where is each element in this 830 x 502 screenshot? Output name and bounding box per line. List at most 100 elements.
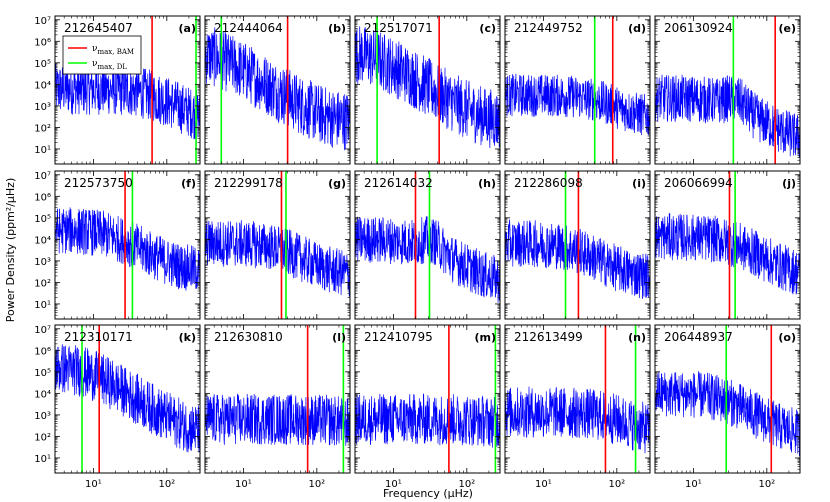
spectrum-trace — [205, 220, 350, 297]
star-id-label: 206066994 — [664, 176, 733, 190]
star-id-label: 206130924 — [664, 21, 733, 35]
y-tick-label: 10⁷ — [34, 171, 51, 182]
y-tick-label: 10³ — [34, 257, 51, 268]
y-axis-title: Power Density (ppm²/μHz) — [4, 178, 17, 323]
panel-letter-label: (l) — [332, 331, 346, 344]
panel-letter-label: (h) — [478, 177, 496, 190]
y-tick-label: 10⁶ — [34, 37, 51, 48]
spectrum-trace — [205, 27, 350, 151]
panel-d: 212449752 (d) — [504, 15, 651, 165]
y-tick-label: 10² — [34, 278, 51, 289]
star-id-label: 212573750 — [64, 176, 133, 190]
panel-frame — [504, 324, 651, 474]
panel-frame — [54, 170, 201, 320]
panel-frame — [654, 324, 801, 474]
spectrum-trace — [505, 73, 650, 136]
spectrum-trace — [55, 344, 200, 453]
panel-letter-label: (g) — [328, 177, 346, 190]
panel-frame — [354, 15, 501, 165]
y-tick-label: 10³ — [34, 411, 51, 422]
panel-m: 10¹ 10² 212410795 (m) — [354, 324, 501, 490]
star-id-label: 212613499 — [514, 330, 583, 344]
panel-letter-label: (c) — [479, 22, 496, 35]
y-tick-label: 10⁴ — [34, 80, 51, 91]
y-tick-label: 10⁵ — [34, 214, 51, 225]
x-tick-label: 10² — [458, 479, 475, 490]
y-tick-label: 10¹ — [34, 454, 51, 465]
y-tick-label: 10¹ — [34, 145, 51, 156]
panel-letter-label: (e) — [778, 22, 796, 35]
panel-letter-label: (a) — [179, 22, 196, 35]
panel-letter-label: (k) — [179, 331, 196, 344]
x-tick-label: 10² — [158, 479, 175, 490]
panels-grid: 10¹ 10² 10³ 10⁴ 10⁵ 10⁶ 10⁷ 212645407 (a) 2124440… — [34, 15, 801, 490]
x-axis-title: Frequency (μHz) — [383, 487, 473, 500]
panel-frame — [504, 15, 651, 165]
spectrum-trace — [55, 63, 200, 140]
y-tick-label: 10² — [34, 123, 51, 134]
panel-letter-label: (o) — [778, 331, 796, 344]
star-id-label: 212299178 — [214, 176, 283, 190]
star-id-label: 212614032 — [364, 176, 433, 190]
star-id-label: 212630810 — [214, 330, 283, 344]
panel-o: 10¹ 10² 206448937 (o) — [654, 324, 801, 490]
x-tick-label: 10² — [758, 479, 775, 490]
spectrum-trace — [205, 393, 350, 446]
y-tick-label: 10⁴ — [34, 389, 51, 400]
star-id-label: 212410795 — [364, 330, 433, 344]
panel-frame — [54, 15, 201, 165]
panel-e: 206130924 (e) — [654, 15, 801, 165]
x-tick-label: 10² — [308, 479, 325, 490]
x-tick-label: 10¹ — [385, 479, 402, 490]
spectrum-trace — [655, 371, 800, 457]
panel-g: 212299178 (g) — [204, 170, 351, 320]
panel-frame — [204, 170, 351, 320]
panel-letter-label: (f) — [181, 177, 196, 190]
star-id-label: 212449752 — [514, 21, 583, 35]
panel-frame — [54, 324, 201, 474]
panel-n: 10¹ 10² 212613499 (n) — [504, 324, 651, 490]
spectrum-trace — [355, 26, 500, 149]
x-tick-label: 10¹ — [535, 479, 552, 490]
panel-frame — [354, 170, 501, 320]
y-tick-label: 10⁵ — [34, 59, 51, 70]
panel-frame — [654, 170, 801, 320]
panel-j: 206066994 (j) — [654, 170, 801, 320]
y-tick-label: 10⁷ — [34, 16, 51, 27]
y-tick-label: 10² — [34, 432, 51, 443]
panel-frame — [204, 324, 351, 474]
x-tick-label: 10¹ — [85, 479, 102, 490]
y-tick-label: 10⁵ — [34, 368, 51, 379]
spectrum-trace — [505, 386, 650, 454]
panel-letter-label: (b) — [328, 22, 346, 35]
spectrum-trace — [355, 216, 500, 303]
panel-letter-label: (n) — [628, 331, 646, 344]
star-id-label: 212444064 — [214, 21, 283, 35]
y-tick-label: 10³ — [34, 102, 51, 113]
panel-letter-label: (i) — [632, 177, 646, 190]
panel-frame — [204, 15, 351, 165]
spectrum-trace — [655, 213, 800, 295]
star-id-label: 206448937 — [664, 330, 733, 344]
spectrum-trace — [355, 393, 500, 448]
panel-frame — [654, 15, 801, 165]
x-tick-label: 10¹ — [685, 479, 702, 490]
panel-frame — [504, 170, 651, 320]
star-id-label: 212645407 — [64, 21, 133, 35]
star-id-label: 212286098 — [514, 176, 583, 190]
y-tick-label: 10¹ — [34, 300, 51, 311]
panel-i: 212286098 (i) — [504, 170, 651, 320]
spectrum-trace — [55, 207, 200, 291]
panel-a: 10¹ 10² 10³ 10⁴ 10⁵ 10⁶ 10⁷ 212645407 (a) — [34, 15, 201, 165]
star-id-label: 212310171 — [64, 330, 133, 344]
y-tick-label: 10⁷ — [34, 325, 51, 336]
y-tick-label: 10⁶ — [34, 346, 51, 357]
panel-f: 10¹ 10² 10³ 10⁴ 10⁵ 10⁶ 10⁷ 212573750 (f) — [34, 170, 201, 320]
x-tick-label: 10¹ — [235, 479, 252, 490]
x-tick-label: 10² — [608, 479, 625, 490]
panel-letter-label: (m) — [474, 331, 496, 344]
spectrum-trace — [655, 74, 800, 158]
panel-l: 10¹ 10² 212630810 (l) — [204, 324, 351, 490]
